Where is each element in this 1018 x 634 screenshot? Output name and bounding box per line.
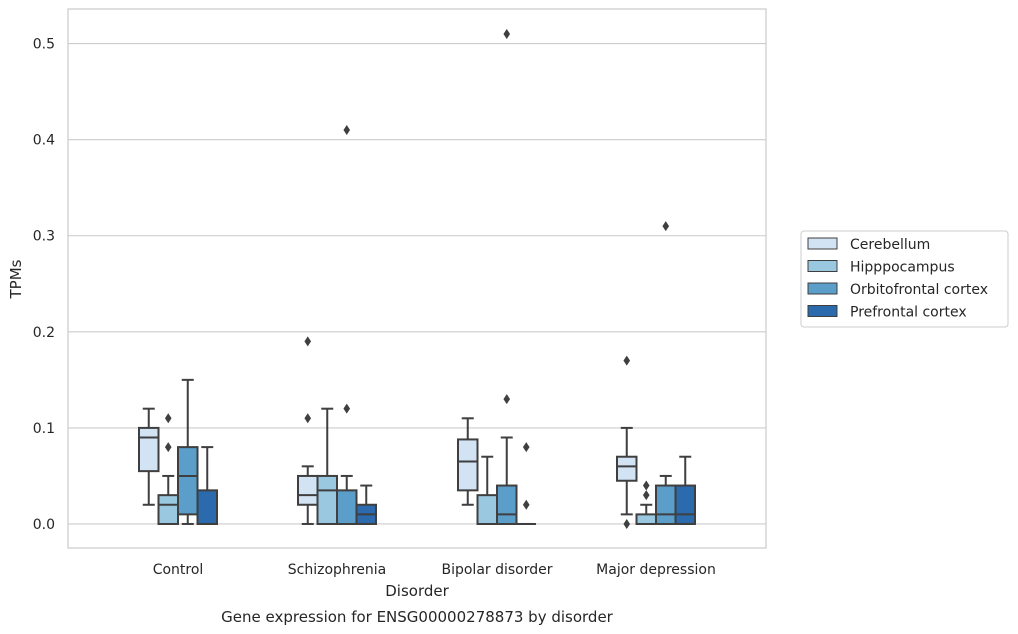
box-3-1 <box>355 484 377 525</box>
legend-label: Hipppocampus <box>850 260 955 276</box>
outlier-point <box>343 125 351 136</box>
y-tick-label: 0.1 <box>33 421 55 437</box>
outlier-point <box>522 499 530 510</box>
axes-frame <box>67 8 767 549</box>
y-tick-label: 0.5 <box>33 37 55 53</box>
x-tick-label: Control <box>153 562 204 578</box>
box-1-1 <box>316 407 338 525</box>
outlier-point <box>503 28 511 39</box>
legend-label: Cerebellum <box>850 237 930 253</box>
y-axis-title: TPMs <box>7 259 25 299</box>
box-iqr <box>336 489 358 525</box>
outlier-point <box>522 442 530 453</box>
legend: Cerebellum Hipppocampus Orbitofrontal cort… <box>800 230 1009 328</box>
legend-swatch <box>807 260 838 272</box>
outlier-point <box>642 490 650 501</box>
legend-swatch <box>807 237 838 250</box>
outlier-point <box>164 442 172 453</box>
box-2-3 <box>655 221 677 525</box>
box-iqr <box>196 489 218 525</box>
legend-frame <box>800 230 1009 328</box>
box-0-2 <box>457 417 479 506</box>
x-axis: Control Schizophrenia Bipolar disorder Majo… <box>153 562 716 578</box>
outlier-point <box>304 413 312 424</box>
box-2-2 <box>496 28 518 525</box>
box-iqr <box>476 494 498 525</box>
box-iqr <box>157 494 179 525</box>
box-3-2 <box>516 442 536 525</box>
y-axis: 0.0 0.1 0.2 0.3 0.4 0.5 <box>33 37 55 533</box>
box-1-0 <box>157 413 179 525</box>
outlier-point <box>662 221 670 232</box>
box-0-1 <box>297 336 319 525</box>
outlier-point <box>642 480 650 491</box>
box-1-2 <box>476 455 498 525</box>
box-iqr <box>457 438 479 492</box>
box-0-0 <box>138 407 160 506</box>
box-iqr <box>297 474 319 506</box>
box-iqr <box>674 484 696 525</box>
x-tick-label: Bipolar disorder <box>441 562 552 578</box>
legend-swatch <box>807 282 838 295</box>
box-2-1 <box>336 125 358 525</box>
x-axis-title: Disorder <box>385 582 449 600</box>
y-tick-label: 0.3 <box>33 229 55 245</box>
box-iqr <box>496 484 518 525</box>
box-iqr <box>635 513 657 525</box>
y-tick-label: 0.2 <box>33 325 55 341</box>
legend-label: Prefrontal cortex <box>850 305 967 321</box>
chart-caption: Gene expression for ENSG00000278873 by d… <box>221 608 614 626</box>
plot-area <box>138 28 696 529</box>
box-3-3 <box>674 455 696 525</box>
box-iqr <box>616 455 638 482</box>
box-3-0 <box>196 446 218 525</box>
box-0-3 <box>616 355 638 529</box>
legend-label: Orbitofrontal cortex <box>850 282 988 298</box>
grid-lines <box>68 43 766 525</box>
box-iqr <box>316 474 338 525</box>
box-1-3 <box>635 480 657 525</box>
box-iqr <box>655 484 677 525</box>
x-tick-label: Major depression <box>596 562 716 578</box>
outlier-point <box>164 413 172 424</box>
x-tick-label: Schizophrenia <box>288 562 386 578</box>
box-iqr <box>177 446 199 516</box>
legend-swatch <box>807 305 838 317</box>
outlier-point <box>623 518 631 529</box>
outlier-point <box>503 394 511 405</box>
box-iqr <box>138 426 160 473</box>
box-2-0 <box>177 378 199 525</box>
y-tick-label: 0.4 <box>33 133 55 149</box>
outlier-point <box>343 403 351 414</box>
outlier-point <box>623 355 631 366</box>
outlier-point <box>304 336 312 347</box>
y-tick-label: 0.0 <box>33 517 55 533</box>
